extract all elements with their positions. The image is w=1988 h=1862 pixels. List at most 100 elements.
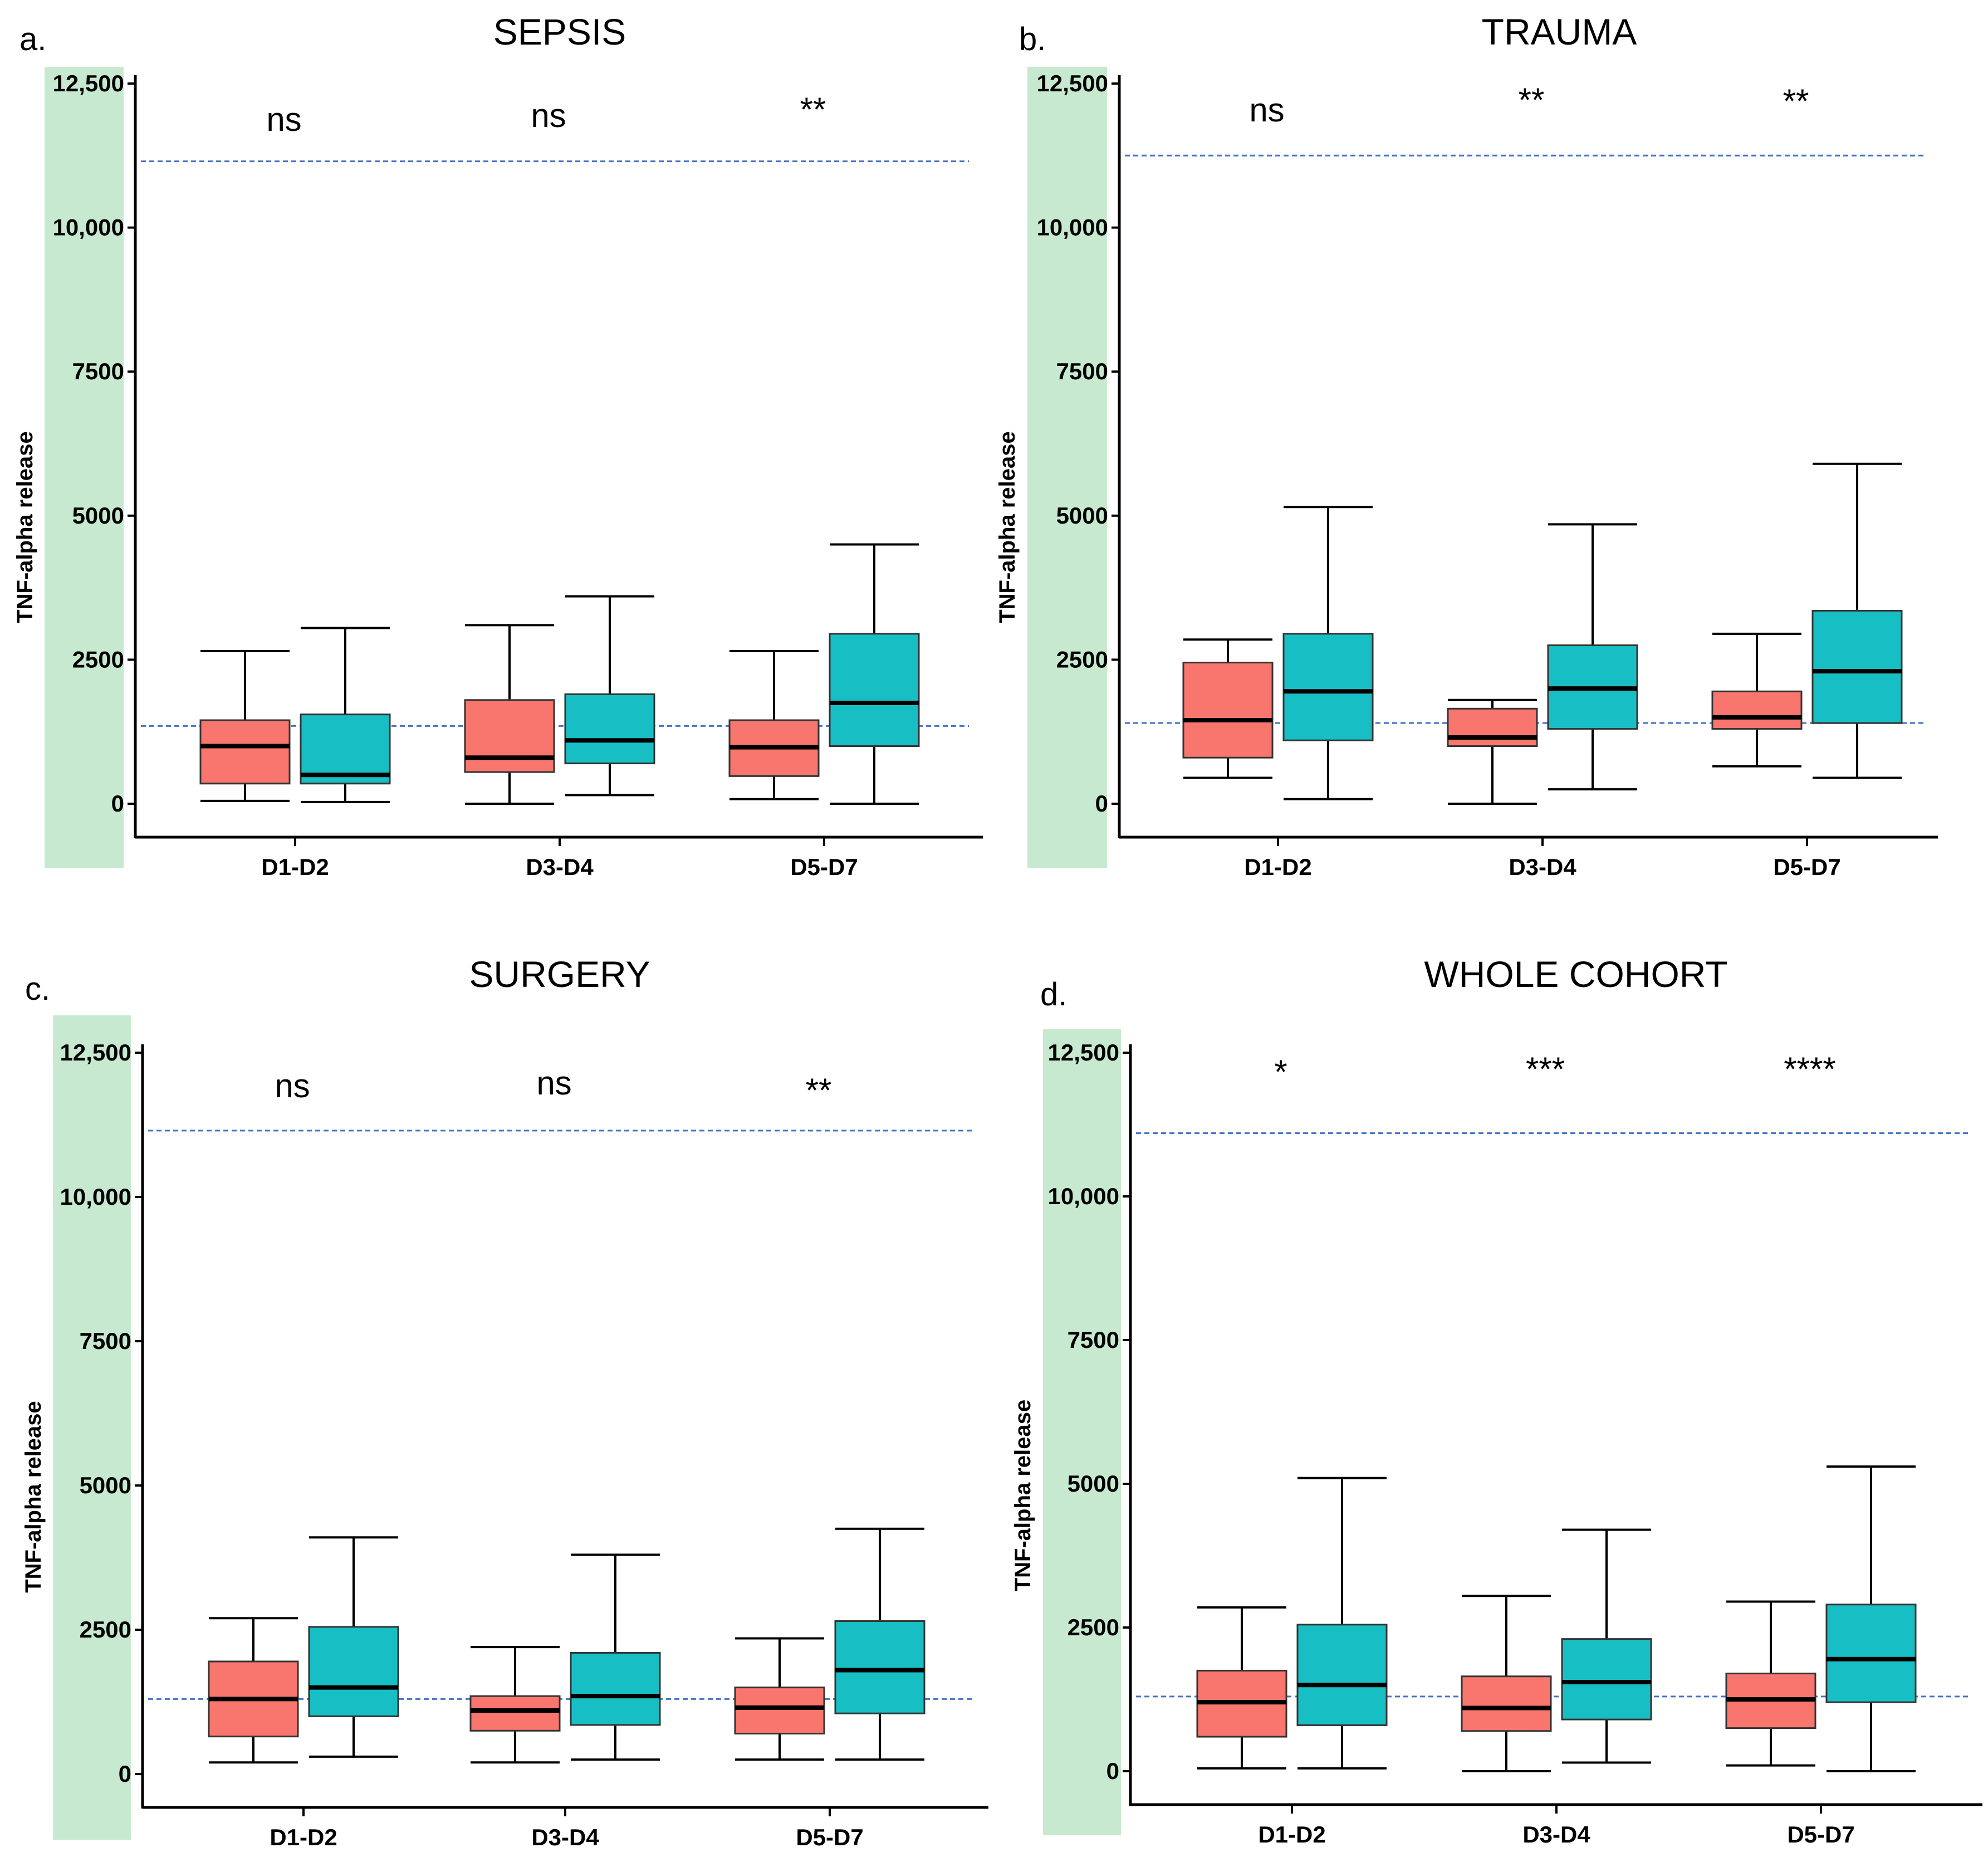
box-group_b-D5-D7 (829, 543, 920, 805)
box-iqr (834, 1620, 926, 1714)
y-tick-label: 0 (1106, 1758, 1119, 1784)
box-iqr (570, 1651, 661, 1726)
box-iqr (1561, 1638, 1652, 1721)
significance-label: ** (806, 1072, 832, 1109)
box-iqr (1182, 662, 1274, 759)
box-group_a-D3-D4 (464, 624, 555, 805)
box-iqr (1447, 707, 1538, 747)
y-axis-highlight-band (1043, 1029, 1121, 1835)
y-tick-label: 10,000 (53, 214, 124, 241)
significance-label: ** (1783, 82, 1809, 120)
box-iqr (308, 1626, 399, 1717)
y-tick-label: 10,000 (1048, 1183, 1119, 1209)
panel-title: TRAUMA (1482, 11, 1637, 52)
box-group_a-D5-D7 (728, 649, 820, 800)
y-axis-highlight-band (1027, 67, 1107, 868)
y-tick-label: 5000 (72, 502, 124, 529)
y-tick-label: 0 (1095, 790, 1108, 817)
x-tick-label: D1-D2 (261, 854, 329, 880)
significance-label: * (1274, 1053, 1287, 1091)
box-group_b-D1-D2 (1296, 1477, 1388, 1770)
significance-label: ** (800, 91, 826, 128)
panel-letter: a. (19, 21, 46, 57)
box-iqr (1296, 1624, 1388, 1726)
box-group_b-D3-D4 (1561, 1528, 1652, 1764)
panel-letter: b. (1019, 21, 1046, 57)
significance-label: ns (1249, 91, 1284, 129)
box-group_b-D1-D2 (300, 627, 391, 803)
box-group_b-D5-D7 (1811, 462, 1903, 779)
panel-title: WHOLE COHORT (1424, 954, 1727, 995)
significance-label: ns (266, 101, 301, 138)
x-tick-label: D1-D2 (270, 1824, 337, 1850)
y-tick-label: 10,000 (60, 1184, 131, 1210)
box-group_b-D3-D4 (1547, 523, 1638, 791)
box-group_a-D5-D7 (1711, 632, 1803, 768)
y-tick-label: 7500 (1056, 358, 1108, 384)
box-group_a-D1-D2 (208, 1617, 299, 1764)
y-tick-label: 10,000 (1037, 214, 1108, 241)
y-axis-highlight-band (53, 1015, 131, 1840)
box-iqr (469, 1695, 561, 1732)
y-tick-label: 2500 (72, 646, 124, 672)
significance-label: ns (536, 1064, 571, 1102)
x-tick-label: D1-D2 (1258, 1821, 1325, 1848)
significance-label: ns (531, 97, 566, 134)
box-group_b-D3-D4 (570, 1553, 661, 1761)
x-tick-label: D5-D7 (1773, 854, 1840, 880)
x-tick-label: D5-D7 (790, 854, 858, 880)
box-iqr (829, 633, 920, 747)
y-axis-label: TNF-alpha release (13, 431, 37, 623)
significance-label: ** (1519, 81, 1545, 119)
box-group_a-D1-D2 (1196, 1606, 1287, 1770)
box-iqr (734, 1687, 825, 1734)
y-tick-label: 5000 (80, 1472, 131, 1498)
x-tick-label: D3-D4 (526, 854, 594, 880)
panel-letter: c. (25, 971, 50, 1007)
y-tick-label: 5000 (1056, 502, 1108, 529)
panel-title: SURGERY (469, 954, 650, 995)
box-iqr (1811, 609, 1903, 724)
box-iqr (1282, 633, 1374, 741)
y-tick-label: 7500 (1068, 1327, 1119, 1353)
box-group_b-D1-D2 (308, 1536, 399, 1758)
x-tick-label: D3-D4 (531, 1824, 599, 1850)
panel-title: SEPSIS (493, 11, 626, 52)
box-group_b-D1-D2 (1282, 506, 1374, 800)
x-tick-label: D3-D4 (1522, 1821, 1590, 1848)
chart-panel-2: b. TRAUMA TNF-alpha release 0 2500 5000 7500 10… (995, 11, 1938, 880)
significance-label: ns (275, 1067, 310, 1105)
box-iqr (1825, 1604, 1917, 1703)
y-tick-label: 12,500 (1048, 1039, 1119, 1066)
y-tick-label: 0 (111, 790, 124, 817)
y-tick-label: 2500 (1068, 1614, 1119, 1640)
x-tick-label: D1-D2 (1244, 854, 1311, 880)
box-group_a-D3-D4 (469, 1646, 561, 1764)
box-iqr (1461, 1675, 1552, 1732)
box-group_b-D5-D7 (834, 1527, 926, 1761)
box-iqr (1711, 690, 1803, 730)
chart-panel-4: d. WHOLE COHORT TNF-alpha release 0 2500 5000… (1011, 954, 1982, 1848)
panel-letter: d. (1040, 976, 1067, 1013)
y-axis-highlight-band (45, 67, 124, 868)
significance-label: **** (1784, 1050, 1835, 1088)
y-tick-label: 2500 (1056, 646, 1108, 672)
box-group_a-D3-D4 (1447, 698, 1538, 805)
chart-panel-3: c. SURGERY TNF-alpha release 0 2500 5000 7500 1… (21, 954, 988, 1850)
y-tick-label: 7500 (80, 1328, 131, 1354)
y-tick-label: 12,500 (53, 70, 124, 96)
x-tick-label: D5-D7 (1787, 1821, 1854, 1848)
box-group_b-D5-D7 (1825, 1465, 1917, 1772)
y-tick-label: 2500 (80, 1616, 131, 1643)
box-iqr (199, 719, 291, 785)
x-tick-label: D3-D4 (1509, 854, 1576, 880)
box-group_a-D5-D7 (734, 1637, 825, 1761)
y-axis-label: TNF-alpha release (21, 1401, 46, 1593)
y-axis-label: TNF-alpha release (995, 431, 1020, 623)
box-group_a-D1-D2 (1182, 638, 1274, 779)
box-group_a-D1-D2 (199, 649, 291, 802)
significance-label: *** (1526, 1050, 1565, 1088)
y-tick-label: 0 (119, 1761, 131, 1787)
box-iqr (464, 699, 555, 773)
y-tick-label: 12,500 (1037, 70, 1108, 96)
